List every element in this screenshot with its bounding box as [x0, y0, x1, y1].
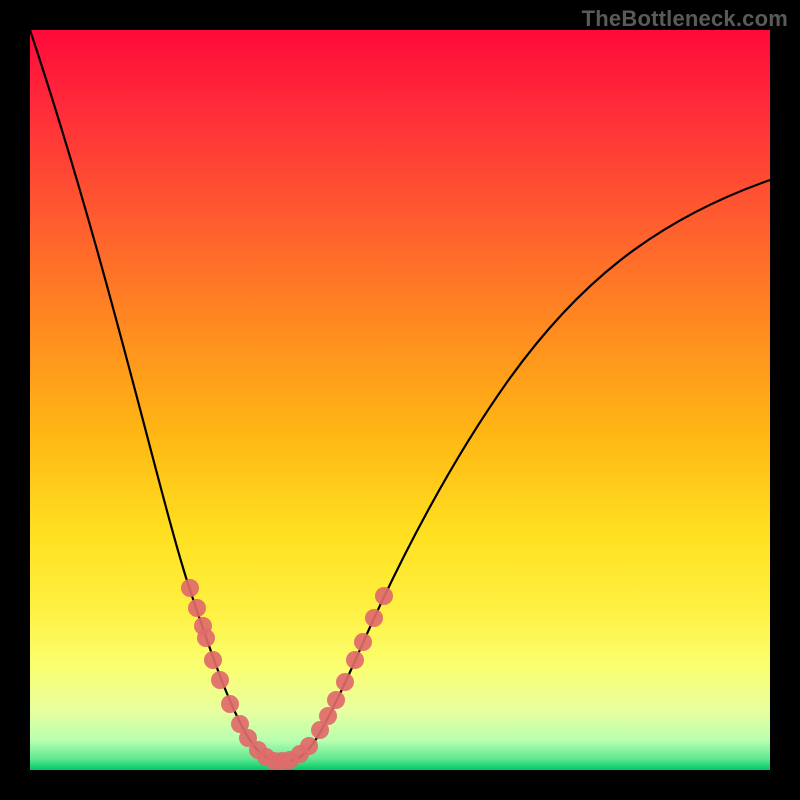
v-curve — [30, 30, 770, 761]
markers-left — [181, 579, 267, 759]
marker-dot — [300, 737, 318, 755]
watermark-text: TheBottleneck.com — [582, 6, 788, 32]
marker-dot — [181, 579, 199, 597]
markers-bottom — [257, 748, 291, 770]
marker-dot — [211, 671, 229, 689]
marker-dot — [319, 707, 337, 725]
marker-dot — [327, 691, 345, 709]
plot-area — [30, 30, 770, 770]
marker-dot — [336, 673, 354, 691]
chart-frame: TheBottleneck.com — [0, 0, 800, 800]
marker-dot — [273, 752, 291, 770]
markers-right — [281, 587, 393, 769]
marker-dot — [354, 633, 372, 651]
marker-dot — [375, 587, 393, 605]
curve-svg — [30, 30, 770, 770]
marker-dot — [197, 629, 215, 647]
marker-dot — [188, 599, 206, 617]
marker-dot — [346, 651, 364, 669]
marker-dot — [204, 651, 222, 669]
marker-dot — [221, 695, 239, 713]
marker-dot — [365, 609, 383, 627]
